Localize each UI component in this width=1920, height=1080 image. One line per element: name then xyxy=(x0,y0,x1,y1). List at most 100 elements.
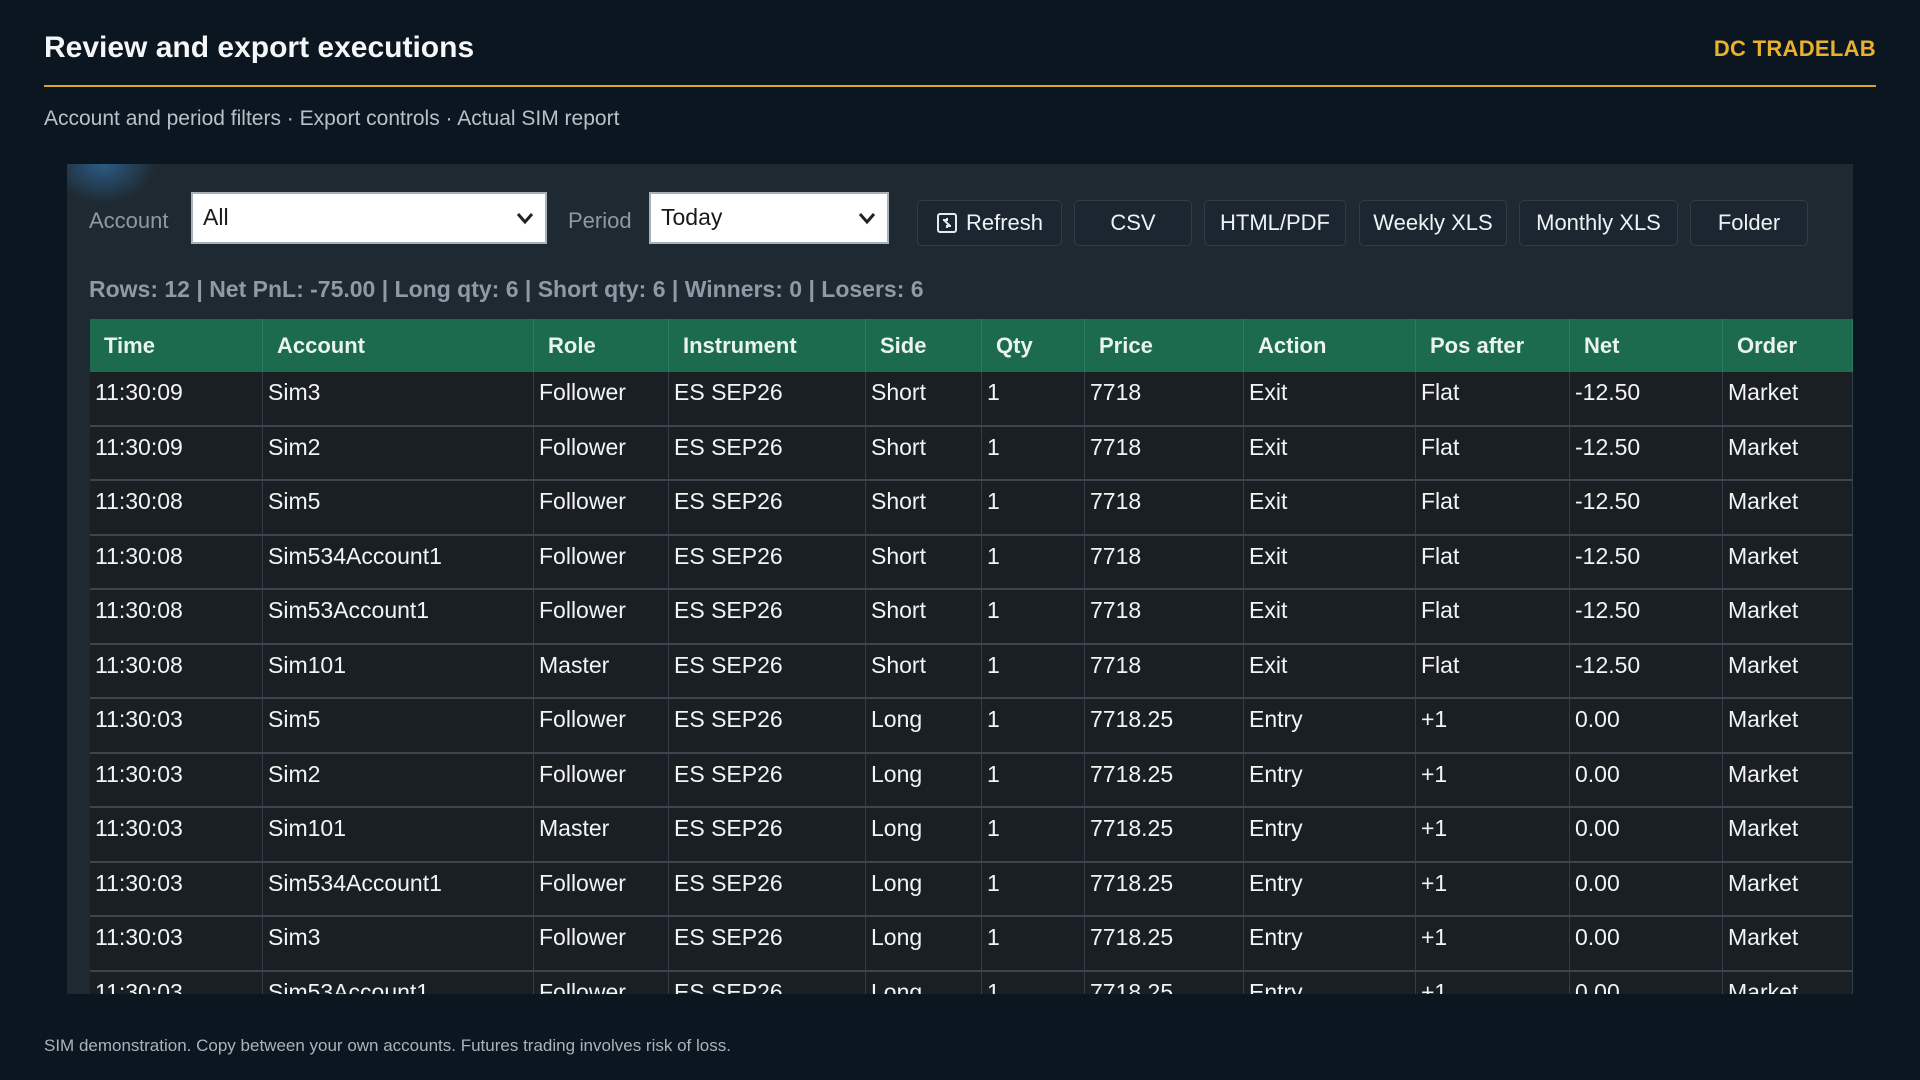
refresh-button-label: Refresh xyxy=(965,210,1044,235)
weekly-xls-button[interactable]: Weekly XLS xyxy=(1359,200,1507,246)
cell-instrument: ES SEP26 xyxy=(669,644,866,697)
table-row[interactable]: 11:30:03 Sim53Account1 Follower ES SEP26 Lon… xyxy=(90,971,1853,994)
cell-side: Short xyxy=(866,372,982,425)
cell-role: Follower xyxy=(534,917,669,970)
filter-bar: Account All Period Today Refresh CSV HTM… xyxy=(89,192,1853,248)
table-row[interactable]: 11:30:08 Sim534Account1 Follower ES SEP26 Sh… xyxy=(90,535,1853,590)
cell-role: Follower xyxy=(534,535,669,588)
column-header-role[interactable]: Role xyxy=(534,319,669,372)
cell-time: 11:30:03 xyxy=(90,699,263,752)
cell-account: Sim2 xyxy=(263,426,534,479)
cell-pos-after: Flat xyxy=(1416,590,1570,643)
table-body: 11:30:09 Sim3 Follower ES SEP26 Short 1 7718 Ex… xyxy=(90,372,1853,994)
cell-qty: 1 xyxy=(982,862,1085,915)
cell-role: Follower xyxy=(534,481,669,534)
cell-instrument: ES SEP26 xyxy=(669,808,866,861)
cell-time: 11:30:08 xyxy=(90,644,263,697)
cell-account: Sim53Account1 xyxy=(263,590,534,643)
cell-net: 0.00 xyxy=(1570,808,1723,861)
table-row[interactable]: 11:30:09 Sim2 Follower ES SEP26 Short 1 7718 Ex… xyxy=(90,426,1853,481)
cell-time: 11:30:09 xyxy=(90,372,263,425)
html-pdf-button[interactable]: HTML/PDF xyxy=(1204,200,1346,246)
monthly-xls-button[interactable]: Monthly XLS xyxy=(1519,200,1678,246)
cell-order: Market xyxy=(1723,426,1853,479)
cell-side: Long xyxy=(866,753,982,806)
table-row[interactable]: 11:30:03 Sim2 Follower ES SEP26 Long 1 7718.25… xyxy=(90,753,1853,808)
cell-account: Sim5 xyxy=(263,699,534,752)
column-header-order[interactable]: Order xyxy=(1723,319,1853,372)
cell-role: Follower xyxy=(534,426,669,479)
period-select[interactable]: Today xyxy=(649,192,889,244)
cell-net: -12.50 xyxy=(1570,590,1723,643)
table-row[interactable]: 11:30:09 Sim3 Follower ES SEP26 Short 1 7718 Ex… xyxy=(90,372,1853,427)
page-title: Review and export executions xyxy=(44,31,475,64)
cell-net: -12.50 xyxy=(1570,426,1723,479)
column-header-instrument[interactable]: Instrument xyxy=(669,319,866,372)
cell-price: 7718 xyxy=(1085,481,1244,534)
cell-price: 7718 xyxy=(1085,535,1244,588)
table-row[interactable]: 11:30:03 Sim534Account1 Follower ES SEP26 Lo… xyxy=(90,862,1853,917)
cell-action: Exit xyxy=(1244,426,1416,479)
cell-action: Entry xyxy=(1244,862,1416,915)
cell-net: 0.00 xyxy=(1570,862,1723,915)
folder-button[interactable]: Folder xyxy=(1690,200,1808,246)
column-header-pos-after[interactable]: Pos after xyxy=(1416,319,1570,372)
cell-pos-after: +1 xyxy=(1416,917,1570,970)
table-row[interactable]: 11:30:03 Sim5 Follower ES SEP26 Long 1 7718.25… xyxy=(90,699,1853,754)
column-header-time[interactable]: Time xyxy=(90,319,263,372)
cell-price: 7718.25 xyxy=(1085,699,1244,752)
column-header-price[interactable]: Price xyxy=(1085,319,1244,372)
column-header-action[interactable]: Action xyxy=(1244,319,1416,372)
table-row[interactable]: 11:30:08 Sim53Account1 Follower ES SEP26 Sho… xyxy=(90,590,1853,645)
column-header-qty[interactable]: Qty xyxy=(982,319,1085,372)
column-header-side[interactable]: Side xyxy=(866,319,982,372)
cell-price: 7718.25 xyxy=(1085,971,1244,994)
column-header-net[interactable]: Net xyxy=(1570,319,1723,372)
cell-instrument: ES SEP26 xyxy=(669,372,866,425)
column-header-account[interactable]: Account xyxy=(263,319,534,372)
cell-account: Sim2 xyxy=(263,753,534,806)
cell-pos-after: +1 xyxy=(1416,753,1570,806)
cell-instrument: ES SEP26 xyxy=(669,917,866,970)
cell-qty: 1 xyxy=(982,426,1085,479)
cell-side: Long xyxy=(866,808,982,861)
table-row[interactable]: 11:30:08 Sim101 Master ES SEP26 Short 1 7718 Ex… xyxy=(90,644,1853,699)
period-label: Period xyxy=(568,208,632,233)
cell-role: Follower xyxy=(534,753,669,806)
cell-net: 0.00 xyxy=(1570,917,1723,970)
account-select[interactable]: All xyxy=(191,192,547,244)
table-row[interactable]: 11:30:03 Sim3 Follower ES SEP26 Long 1 7718.25… xyxy=(90,917,1853,972)
cell-account: Sim101 xyxy=(263,644,534,697)
refresh-button[interactable]: Refresh xyxy=(917,200,1062,246)
cell-instrument: ES SEP26 xyxy=(669,481,866,534)
brand-logo: DC TRADELAB xyxy=(1713,36,1876,61)
cell-net: -12.50 xyxy=(1570,372,1723,425)
cell-side: Short xyxy=(866,481,982,534)
table-row[interactable]: 11:30:03 Sim101 Master ES SEP26 Long 1 7718.25… xyxy=(90,808,1853,863)
cell-net: 0.00 xyxy=(1570,753,1723,806)
cell-order: Market xyxy=(1723,372,1853,425)
cell-order: Market xyxy=(1723,862,1853,915)
cell-side: Short xyxy=(866,426,982,479)
cell-pos-after: Flat xyxy=(1416,535,1570,588)
cell-time: 11:30:03 xyxy=(90,862,263,915)
csv-button[interactable]: CSV xyxy=(1074,200,1192,246)
cell-pos-after: Flat xyxy=(1416,372,1570,425)
cell-action: Exit xyxy=(1244,372,1416,425)
cell-pos-after: +1 xyxy=(1416,862,1570,915)
cell-account: Sim5 xyxy=(263,481,534,534)
cell-order: Market xyxy=(1723,644,1853,697)
cell-side: Long xyxy=(866,699,982,752)
cell-pos-after: +1 xyxy=(1416,971,1570,994)
cell-role: Follower xyxy=(534,862,669,915)
cell-action: Entry xyxy=(1244,699,1416,752)
cell-role: Follower xyxy=(534,971,669,994)
cell-instrument: ES SEP26 xyxy=(669,862,866,915)
cell-time: 11:30:08 xyxy=(90,590,263,643)
cell-time: 11:30:09 xyxy=(90,426,263,479)
table-row[interactable]: 11:30:08 Sim5 Follower ES SEP26 Short 1 7718 Ex… xyxy=(90,481,1853,536)
chevron-down-icon xyxy=(516,213,534,225)
cell-role: Follower xyxy=(534,699,669,752)
cell-net: 0.00 xyxy=(1570,971,1723,994)
cell-instrument: ES SEP26 xyxy=(669,590,866,643)
